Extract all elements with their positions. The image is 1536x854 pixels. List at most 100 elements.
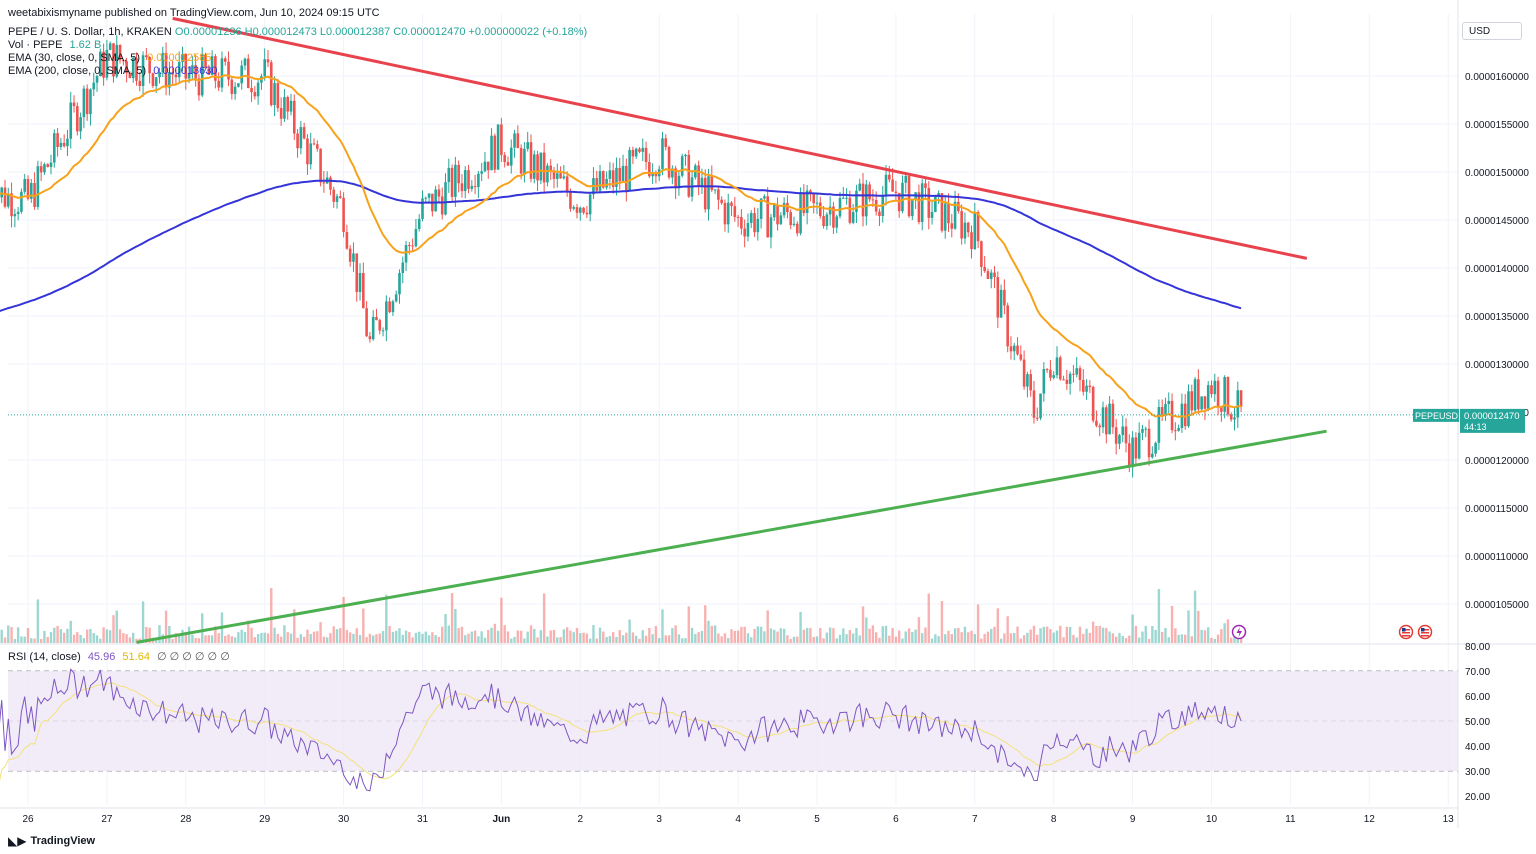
time-tick-label: 6 (893, 814, 899, 825)
rsi-tick-label: 30.00 (1465, 767, 1490, 778)
volume-bar (289, 633, 293, 643)
volume-bar (704, 605, 707, 643)
candle-body (966, 222, 970, 233)
volume-bar (759, 626, 763, 643)
candle-body (1052, 375, 1055, 378)
volume-bar (500, 597, 503, 643)
candle-body (756, 218, 760, 233)
volume-bar (976, 604, 980, 643)
volume-bar (546, 636, 549, 643)
volume-bar (828, 627, 832, 643)
candle-body (434, 189, 437, 212)
symbol-tag (1413, 408, 1459, 422)
volume-bar (980, 638, 983, 643)
candle-body (332, 189, 336, 202)
candle-body (168, 72, 171, 88)
candle-body (385, 301, 388, 331)
candle-body (1239, 390, 1243, 407)
candle-body (993, 272, 996, 278)
volume-bar (102, 627, 105, 643)
candle-body (118, 44, 122, 61)
volume-bar (1167, 637, 1170, 643)
volume-bar (1105, 628, 1108, 643)
volume-bar (470, 631, 474, 643)
volume-bar (378, 633, 381, 643)
tradingview-footer[interactable]: ◣▶ TradingView (8, 834, 95, 848)
candle-body (141, 55, 145, 87)
candle-body (1081, 379, 1085, 392)
candle-body (1003, 289, 1006, 306)
volume-bar (191, 634, 194, 643)
candle-body (605, 178, 608, 188)
candle-body (6, 193, 10, 207)
candle-body (943, 203, 947, 231)
ema30-legend[interactable]: EMA (30, close, 0, SMA, 5) 0.000012585 (8, 51, 211, 65)
rsi-legend[interactable]: RSI (14, close) 45.96 51.64 ∅ ∅ ∅ ∅ ∅ ∅ (8, 650, 230, 664)
candle-body (848, 197, 852, 223)
volume-bar (743, 626, 746, 643)
volume-bar (243, 631, 247, 643)
candle-body (246, 58, 250, 88)
volume-bar (690, 627, 694, 643)
volume-bar (477, 636, 480, 643)
time-tick-label: 12 (1364, 814, 1376, 825)
candle-body (375, 317, 378, 321)
candle-body (1147, 428, 1151, 458)
volume-bar (1029, 629, 1032, 643)
symbol-legend[interactable]: PEPE / U. S. Dollar, 1h, KRAKEN O0.00001… (8, 25, 587, 39)
flag-stripe (1421, 632, 1429, 634)
ema200-legend[interactable]: EMA (200, close, 0, SMA, 5) 0.000013630 (8, 64, 217, 78)
candle-body (509, 147, 513, 166)
event-icons[interactable] (1231, 624, 1433, 640)
volume-bar (187, 626, 191, 643)
resistance-trendline[interactable] (172, 16, 1308, 260)
volume-bar (362, 608, 365, 643)
candle-body (1213, 380, 1217, 395)
volume-bar (556, 637, 559, 643)
volume-bar (118, 629, 122, 643)
volume-bar (990, 628, 993, 643)
volume-bar (194, 638, 197, 643)
candle-body (427, 193, 431, 198)
volume-bar (299, 634, 303, 643)
volume-bar (536, 637, 539, 643)
candle-body (588, 194, 592, 215)
rsi-tick-label: 80.00 (1465, 642, 1490, 653)
candle-body (1177, 428, 1180, 431)
candle-body (746, 222, 750, 237)
volume-bar (602, 631, 605, 643)
candle-body (546, 165, 549, 183)
volume-bar (319, 622, 322, 643)
volume-bar (36, 599, 40, 643)
volume-bar (283, 625, 286, 643)
volume-bars (0, 588, 1243, 643)
volume-bar (339, 628, 342, 643)
candle-body (408, 244, 411, 246)
volume-bar (802, 629, 806, 643)
candle-body (529, 142, 533, 179)
volume-bar (654, 626, 658, 643)
volume-bar (33, 638, 36, 643)
volume-legend[interactable]: Vol · PEPE 1.62 B (8, 38, 101, 52)
volume-bar (72, 634, 76, 643)
candle-body (483, 161, 487, 172)
volume-bar (506, 631, 510, 643)
time-axis[interactable]: 26 27 28 29 30 31 Jun 2 3 4 5 6 7 8 9 10 11 12 13 (22, 814, 1454, 825)
volume-bar (395, 630, 398, 643)
ema30-value: 0.000012585 (147, 52, 212, 64)
candle-body (769, 217, 773, 238)
volume-bar (1200, 629, 1203, 643)
support-trendline[interactable] (136, 429, 1327, 644)
price-tick-label: 0.0000150000 (1465, 168, 1529, 179)
volume-bar (562, 629, 566, 643)
candle-body (674, 168, 677, 189)
currency-label[interactable]: USD (1462, 22, 1522, 40)
time-tick-label: 8 (1051, 814, 1057, 825)
candle-body (812, 193, 816, 204)
candle-body (825, 214, 829, 227)
volume-bar (579, 633, 582, 643)
candle-body (362, 273, 365, 309)
price-axis[interactable]: 0.0000160000 0.0000155000 0.0000150000 0.00… (1465, 72, 1529, 611)
volume-bar (1065, 626, 1069, 643)
